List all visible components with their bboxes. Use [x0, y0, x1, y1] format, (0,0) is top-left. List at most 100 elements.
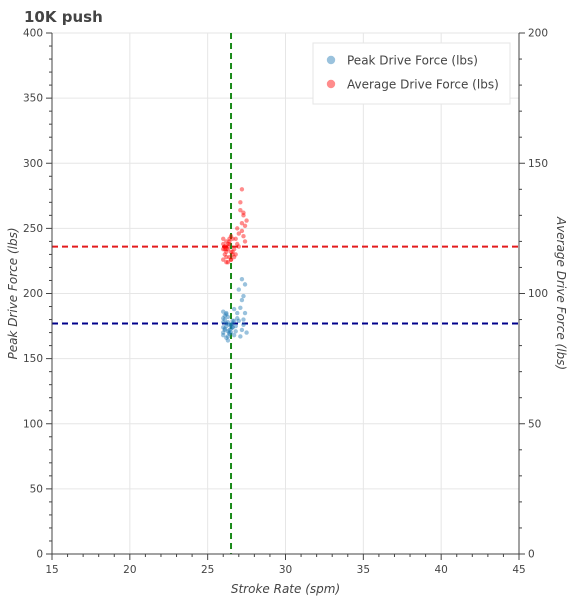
- average-force-point: [239, 228, 245, 234]
- x-tick-label: 35: [357, 564, 370, 576]
- peak-force-point: [233, 329, 238, 334]
- average-force-point: [228, 233, 234, 239]
- average-force-point: [230, 249, 235, 255]
- peak-force-point: [224, 323, 229, 329]
- peak-force-point: [231, 332, 237, 338]
- peak-force-point: [236, 318, 241, 324]
- legend-swatch-average: [326, 79, 336, 89]
- average-force-point: [227, 254, 232, 260]
- peak-force-point: [235, 310, 240, 316]
- average-force-point: [233, 252, 238, 257]
- average-force-point: [224, 254, 229, 260]
- peak-force-point: [228, 330, 234, 335]
- average-force-point: [230, 236, 235, 241]
- peak-force-point: [225, 319, 231, 325]
- peak-force-point: [238, 305, 243, 311]
- y-tick-label: 400: [23, 28, 43, 40]
- peak-force-point: [235, 316, 240, 321]
- peak-force-point: [233, 323, 238, 329]
- y-tick-label: 350: [23, 93, 43, 105]
- average-force-point: [235, 226, 240, 231]
- y2-tick-label: 150: [528, 158, 548, 170]
- average-force-point: [230, 252, 235, 257]
- peak-force-point: [231, 318, 237, 324]
- average-force-point: [244, 218, 249, 223]
- average-force-point: [224, 249, 229, 255]
- average-force-point: [227, 241, 232, 247]
- average-force-point: [238, 200, 243, 205]
- peak-force-point: [224, 321, 229, 326]
- x-tick-label: 30: [279, 564, 292, 576]
- average-force-point: [233, 236, 238, 241]
- average-force-point: [241, 213, 246, 218]
- average-force-point: [225, 247, 231, 252]
- x-tick-label: 25: [201, 564, 214, 576]
- average-force-point: [242, 223, 248, 228]
- average-force-point: [228, 249, 234, 255]
- average-force-point: [238, 207, 243, 213]
- average-force-point: [228, 257, 234, 262]
- peak-force-point: [239, 276, 245, 282]
- y2-axis-label: Average Drive Force (lbs): [554, 216, 568, 370]
- peak-force-point: [224, 312, 229, 317]
- legend-label-peak: Peak Drive Force (lbs): [347, 54, 478, 68]
- average-force-point: [221, 241, 226, 247]
- average-force-point: [239, 220, 245, 226]
- peak-force-point: [224, 310, 229, 316]
- peak-force-point: [236, 287, 241, 292]
- peak-force-point: [221, 332, 226, 338]
- average-force-point: [225, 244, 231, 249]
- peak-force-point: [241, 293, 246, 299]
- y2-tick-label: 100: [528, 288, 548, 300]
- chart-title: 10K push: [24, 8, 103, 26]
- average-force-point: [236, 231, 241, 236]
- peak-force-point: [239, 327, 245, 333]
- peak-force-point: [227, 330, 232, 335]
- average-force-point: [222, 244, 227, 249]
- peak-force-point: [242, 282, 248, 287]
- x-tick-label: 45: [512, 564, 525, 576]
- peak-force-point: [238, 334, 243, 339]
- peak-force-point: [239, 297, 245, 303]
- axes-layer: 15 20 25 30 35 40 4505010015020025030035040005…: [23, 28, 548, 577]
- average-force-point: [241, 233, 246, 239]
- peak-force-point: [227, 322, 232, 327]
- peak-force-point: [228, 326, 234, 331]
- average-force-point: [224, 247, 229, 252]
- y2-tick-label: 200: [528, 28, 548, 40]
- peak-force-point: [221, 316, 226, 321]
- average-force-point: [225, 241, 231, 247]
- y-tick-label: 0: [36, 549, 43, 561]
- average-force-point: [222, 244, 227, 249]
- legend-box: [312, 42, 511, 105]
- peak-force-point: [221, 319, 226, 325]
- peak-force-point: [225, 314, 231, 320]
- y-tick-label: 300: [23, 158, 43, 170]
- grid-layer: [51, 32, 520, 555]
- y2-tick-label: 50: [528, 418, 541, 430]
- peak-force-point: [231, 306, 237, 312]
- average-force-point: [221, 236, 226, 241]
- y-tick-label: 200: [23, 288, 43, 300]
- peak-force-point: [222, 313, 227, 318]
- average-force-point: [221, 247, 226, 252]
- average-force-point: [239, 187, 245, 192]
- peak-force-point: [221, 309, 226, 314]
- average-force-point: [236, 244, 241, 249]
- average-force-point: [242, 239, 248, 244]
- y-tick-label: 250: [23, 223, 43, 235]
- average-force-point: [222, 252, 227, 257]
- average-force-point: [231, 254, 237, 260]
- peak-force-point: [227, 331, 232, 337]
- peak-force-point: [230, 321, 235, 326]
- peak-force-point: [225, 334, 231, 339]
- peak-force-point: [228, 322, 234, 327]
- points-layer: [221, 187, 249, 343]
- x-axis-label: Stroke Rate (spm): [231, 582, 340, 596]
- peak-force-point: [225, 329, 231, 334]
- peak-force-point: [227, 327, 232, 333]
- average-force-point: [241, 210, 246, 215]
- average-force-point: [222, 247, 227, 252]
- average-force-point: [224, 260, 229, 265]
- y-tick-label: 150: [23, 353, 43, 365]
